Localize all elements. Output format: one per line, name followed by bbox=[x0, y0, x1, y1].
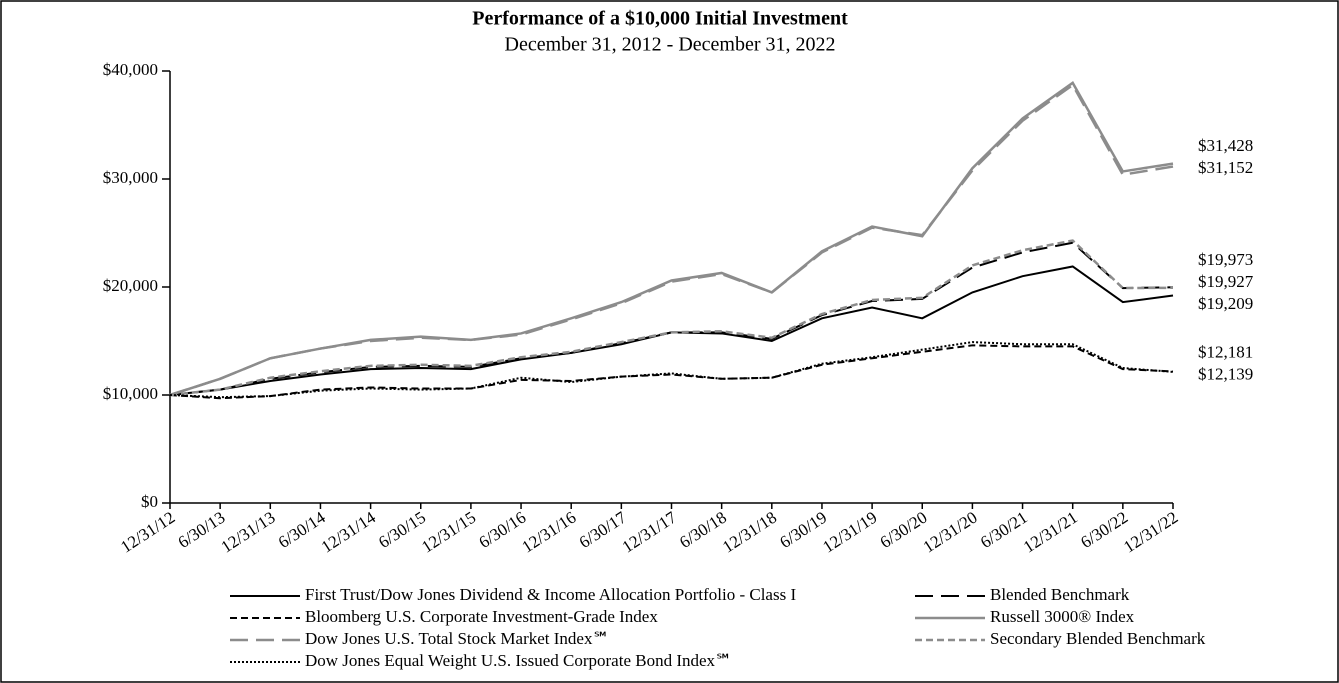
x-tick-label: 12/31/15 bbox=[418, 508, 479, 557]
value-label: $31,152 bbox=[1198, 158, 1253, 177]
series-line bbox=[169, 344, 1174, 400]
chart-title: Performance of a $10,000 Initial Investm… bbox=[472, 8, 848, 30]
value-label: $19,973 bbox=[1198, 250, 1253, 269]
x-tick-label: 12/31/17 bbox=[619, 507, 680, 556]
series-line bbox=[169, 265, 1174, 396]
legend-label: Blended Benchmark bbox=[990, 585, 1130, 604]
y-tick-label: $20,000 bbox=[103, 276, 158, 295]
legend-label: First Trust/Dow Jones Dividend & Income … bbox=[305, 585, 796, 604]
value-label: $12,181 bbox=[1198, 343, 1253, 362]
value-label: $31,428 bbox=[1198, 136, 1253, 155]
value-label: $12,139 bbox=[1198, 365, 1253, 384]
value-label: $19,209 bbox=[1198, 294, 1253, 313]
x-tick-label: 12/31/14 bbox=[318, 507, 379, 556]
x-tick-label: 12/31/12 bbox=[117, 508, 178, 557]
y-tick-label: $0 bbox=[141, 492, 158, 511]
x-tick-label: 12/31/20 bbox=[920, 508, 981, 557]
series-line bbox=[169, 341, 1174, 399]
x-tick-label: 12/31/19 bbox=[819, 508, 880, 557]
x-tick-label: 12/31/13 bbox=[218, 508, 279, 557]
x-tick-label: 12/31/16 bbox=[518, 508, 579, 557]
series-line bbox=[169, 241, 1174, 396]
legend-label: Dow Jones U.S. Total Stock Market Index℠ bbox=[305, 629, 610, 648]
y-tick-label: $10,000 bbox=[103, 384, 158, 403]
value-label: $19,927 bbox=[1198, 272, 1254, 291]
y-tick-label: $40,000 bbox=[103, 60, 158, 79]
x-tick-label: 12/31/21 bbox=[1020, 508, 1081, 557]
y-tick-label: $30,000 bbox=[103, 168, 158, 187]
series-line bbox=[169, 81, 1174, 397]
legend-label: Russell 3000® Index bbox=[990, 607, 1135, 626]
x-tick-label: 12/31/18 bbox=[719, 508, 780, 557]
legend-label: Dow Jones Equal Weight U.S. Issued Corpo… bbox=[305, 651, 732, 670]
series-line bbox=[169, 239, 1174, 397]
series-line bbox=[169, 83, 1174, 397]
chart-subtitle: December 31, 2012 - December 31, 2022 bbox=[505, 34, 836, 56]
x-tick-label: 12/31/22 bbox=[1120, 508, 1181, 557]
legend-label: Secondary Blended Benchmark bbox=[990, 629, 1206, 648]
legend-label: Bloomberg U.S. Corporate Investment-Grad… bbox=[305, 607, 658, 626]
